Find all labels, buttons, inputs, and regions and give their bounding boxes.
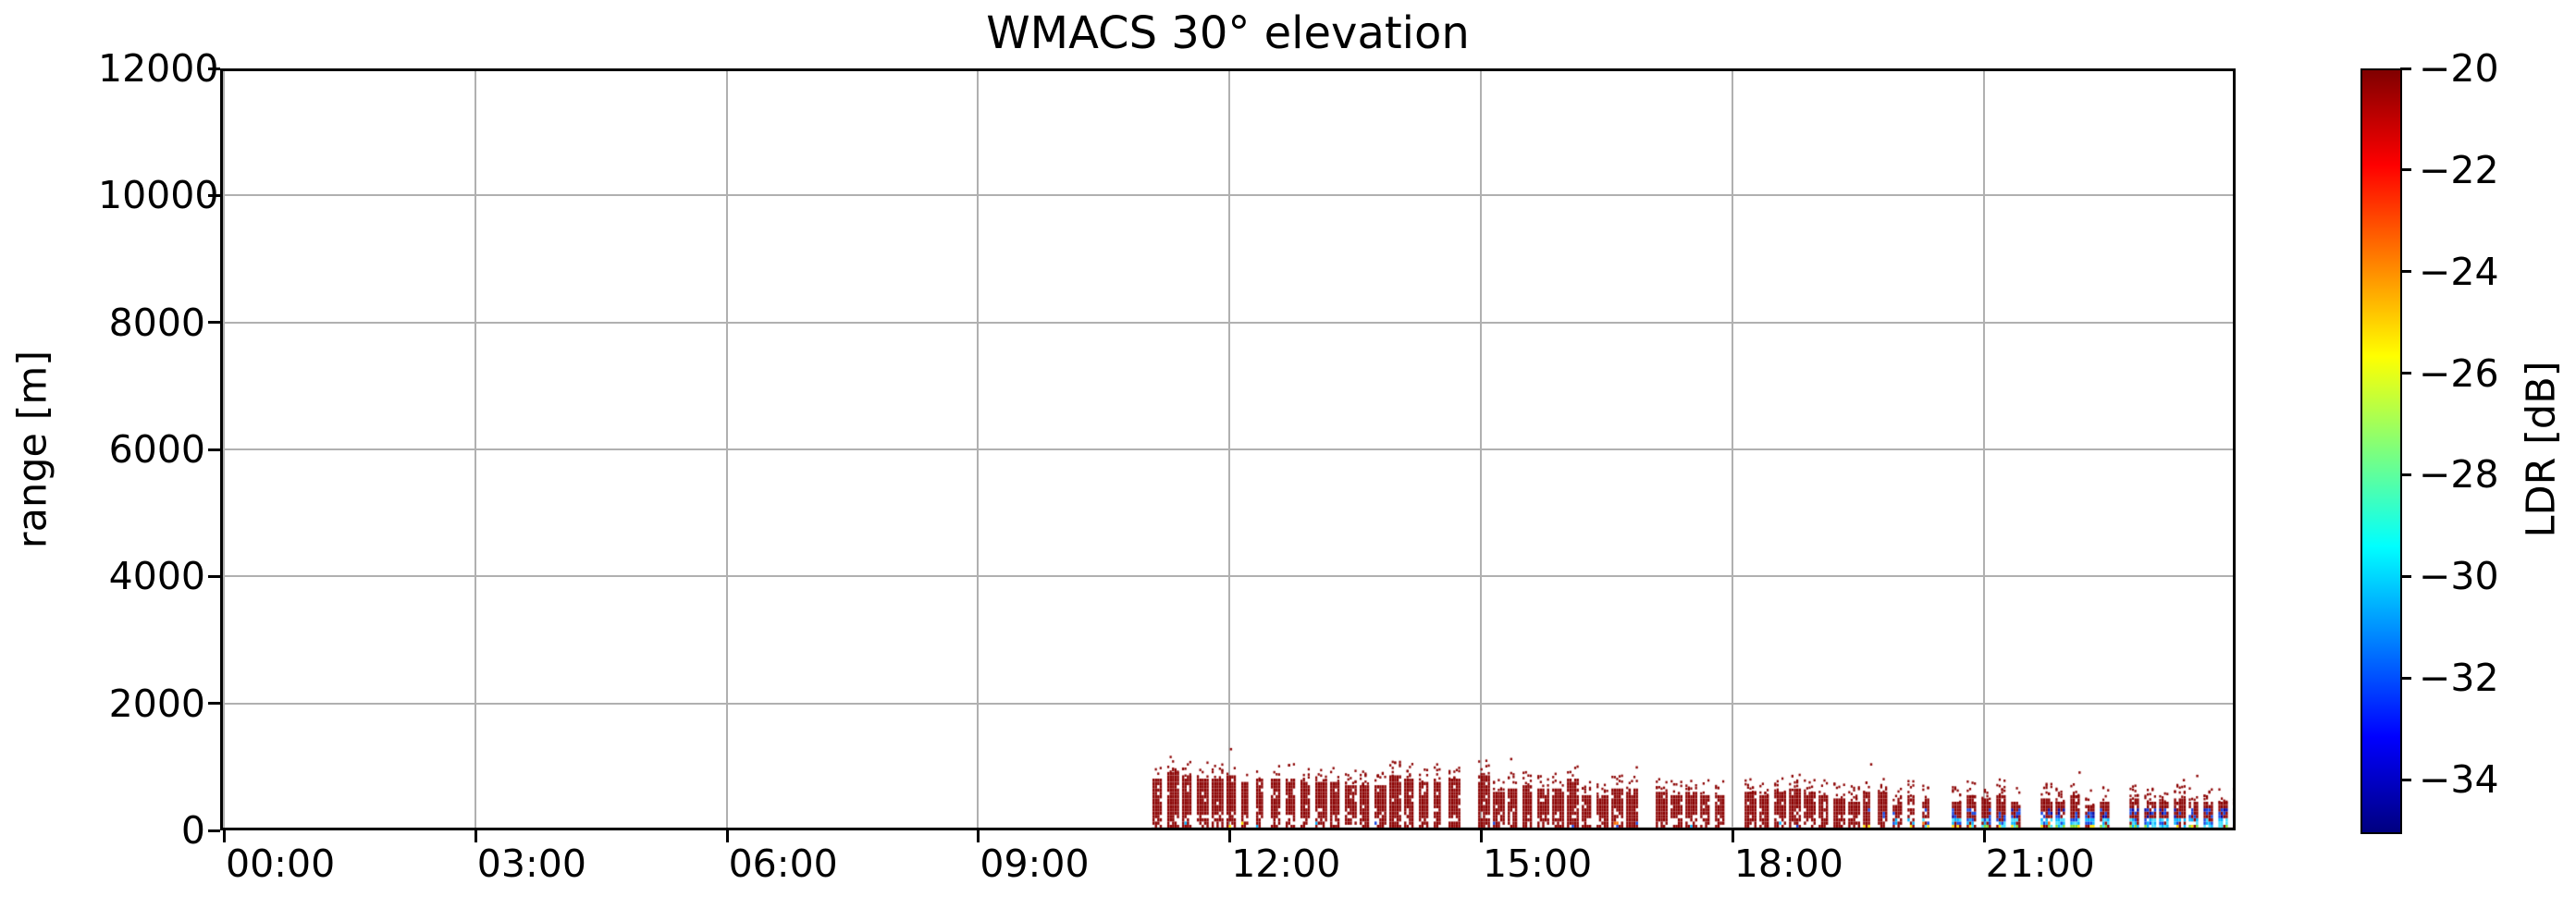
colorbar-tick-label: −24 — [2419, 249, 2499, 294]
colorbar — [2360, 68, 2402, 834]
x-tick-label: 03:00 — [476, 841, 586, 886]
y-tick — [208, 574, 220, 578]
y-tick-label: 10000 — [98, 173, 219, 218]
x-tick — [1731, 830, 1734, 842]
y-tick — [208, 321, 220, 325]
colorbar-tick — [2400, 778, 2411, 781]
y-tick-label: 2000 — [108, 681, 205, 726]
x-tick — [977, 830, 980, 842]
y-tick-label: 12000 — [98, 46, 219, 91]
x-tick — [474, 830, 477, 842]
y-tick — [208, 702, 220, 706]
colorbar-tick — [2400, 676, 2411, 680]
colorbar-tick-label: −28 — [2419, 452, 2499, 497]
chart-title: WMACS 30° elevation — [986, 7, 1470, 59]
colorbar-tick-label: −30 — [2419, 554, 2499, 599]
y-tick-label: 4000 — [108, 554, 205, 599]
colorbar-tick-label: −26 — [2419, 350, 2499, 396]
y-tick — [208, 193, 220, 197]
x-tick-label: 18:00 — [1733, 841, 1843, 886]
colorbar-tick-label: −32 — [2419, 656, 2499, 701]
x-tick-label: 12:00 — [1231, 841, 1341, 886]
y-tick-label: 0 — [180, 808, 205, 853]
colorbar-tick-label: −20 — [2419, 46, 2499, 91]
y-tick — [208, 448, 220, 451]
plot-area — [220, 68, 2236, 830]
x-tick-label: 21:00 — [1985, 841, 2095, 886]
colorbar-tick — [2400, 574, 2411, 578]
heatmap-canvas — [220, 68, 2236, 830]
colorbar-tick-label: −22 — [2419, 147, 2499, 192]
colorbar-tick-label: −34 — [2419, 757, 2499, 803]
x-tick — [725, 830, 729, 842]
x-tick-label: 06:00 — [728, 841, 838, 886]
x-tick-label: 09:00 — [980, 841, 1090, 886]
colorbar-tick — [2400, 67, 2411, 70]
x-tick — [223, 830, 226, 842]
x-tick — [1228, 830, 1232, 842]
y-axis-label: range [m] — [9, 350, 56, 549]
y-tick-label: 6000 — [108, 427, 205, 472]
y-tick-label: 8000 — [108, 300, 205, 345]
x-tick — [1982, 830, 1986, 842]
x-tick-label: 15:00 — [1483, 841, 1593, 886]
colorbar-tick — [2400, 473, 2411, 476]
y-tick — [208, 67, 220, 70]
colorbar-tick — [2400, 270, 2411, 274]
y-tick — [208, 829, 220, 832]
colorbar-tick — [2400, 168, 2411, 172]
x-tick-label: 00:00 — [226, 841, 336, 886]
x-tick — [1480, 830, 1483, 842]
colorbar-tick — [2400, 372, 2411, 375]
